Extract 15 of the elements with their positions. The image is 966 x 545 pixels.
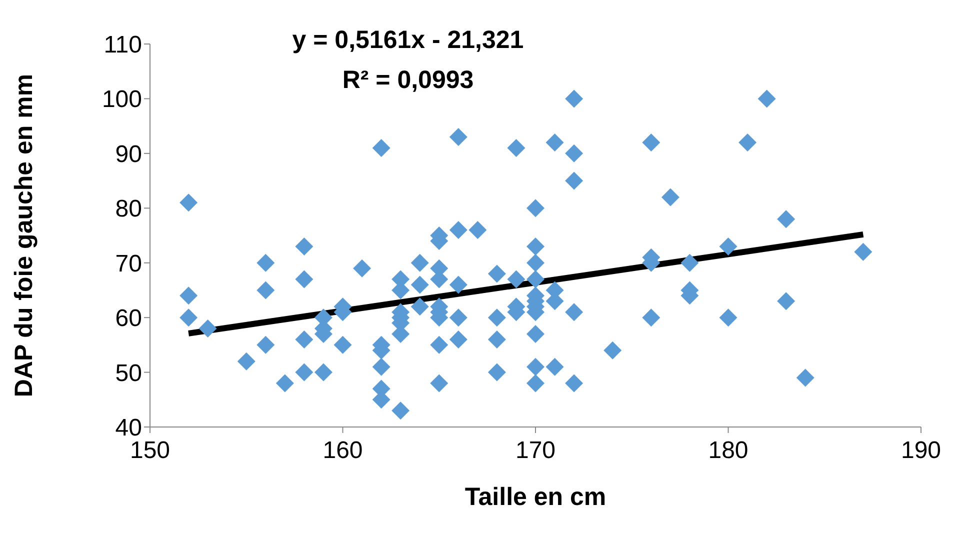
y-axis-title: DAP du foie gauche en mm (10, 74, 38, 398)
x-tick-label: 170 (515, 437, 556, 464)
y-tick-label: 70 (115, 250, 142, 278)
y-tick-label: 60 (115, 305, 142, 332)
y-tick-label: 80 (115, 196, 142, 223)
y-tick-label: 110 (104, 32, 142, 59)
annotation: y = 0,5161x - 21,321 (291, 26, 525, 55)
annotation: R² = 0,0993 (341, 66, 475, 95)
y-tick-label: 50 (115, 360, 142, 387)
x-axis-title: Taille en cm (464, 483, 606, 511)
y-tick-label: 90 (115, 140, 142, 168)
x-tick-label: 190 (900, 437, 942, 464)
y-tick-label: 100 (102, 86, 142, 114)
x-tick-label: 180 (708, 437, 748, 464)
x-tick-label: 160 (322, 437, 363, 464)
